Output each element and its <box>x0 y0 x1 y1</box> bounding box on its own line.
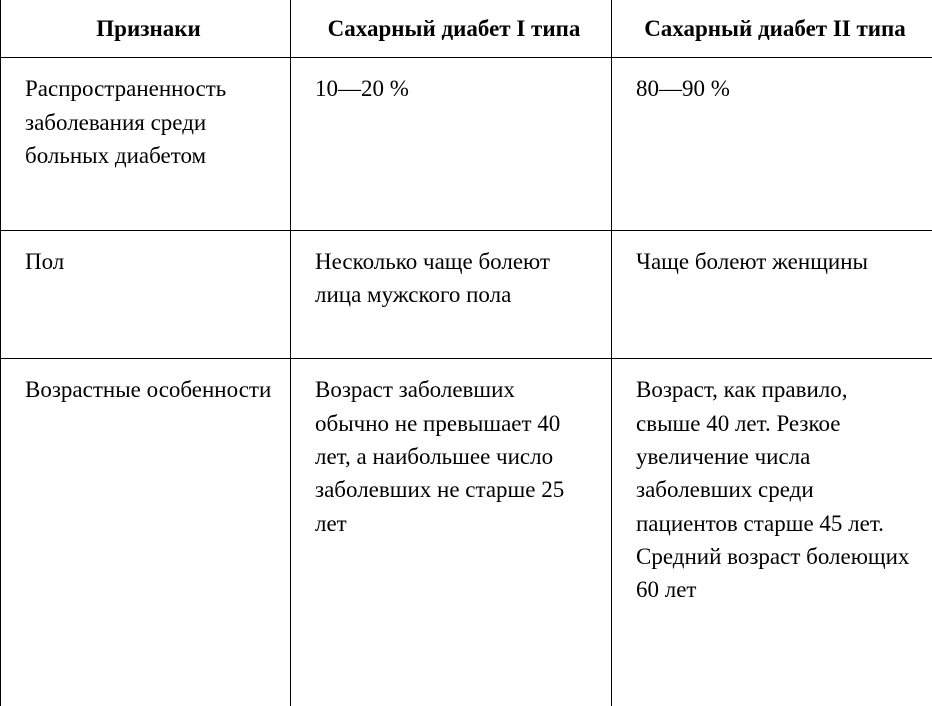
cell-type2: 80—90 % <box>612 58 932 230</box>
table-row: Возрастные особенности Возраст заболев­ш… <box>1 359 932 706</box>
cell-type2: Чаще болеют жен­щины <box>612 230 932 359</box>
cell-type1: Несколько чаще болеют лица муж­ского пол… <box>291 230 612 359</box>
cell-type1: 10—20 % <box>291 58 612 230</box>
comparison-table: Признаки Сахарный диабет I типа Сахарный… <box>0 0 932 706</box>
page: Признаки Сахарный диабет I типа Сахарный… <box>0 0 932 706</box>
cell-label: Возрастные особенности <box>1 359 291 706</box>
cell-type2: Возраст, как пра­вило, свыше 40 лет. Рез… <box>612 359 932 706</box>
table-row: Пол Несколько чаще болеют лица муж­ского… <box>1 230 932 359</box>
table-row: Распространен­ность заболевания среди бо… <box>1 58 932 230</box>
col-header-type1: Сахарный диабет I типа <box>291 0 612 58</box>
cell-label: Пол <box>1 230 291 359</box>
col-header-signs: Признаки <box>1 0 291 58</box>
cell-type1: Возраст заболев­ших обычно не превышает … <box>291 359 612 706</box>
col-header-type2: Сахарный диабет II типа <box>612 0 932 58</box>
cell-label: Распространен­ность заболевания среди бо… <box>1 58 291 230</box>
table-header-row: Признаки Сахарный диабет I типа Сахарный… <box>1 0 932 58</box>
